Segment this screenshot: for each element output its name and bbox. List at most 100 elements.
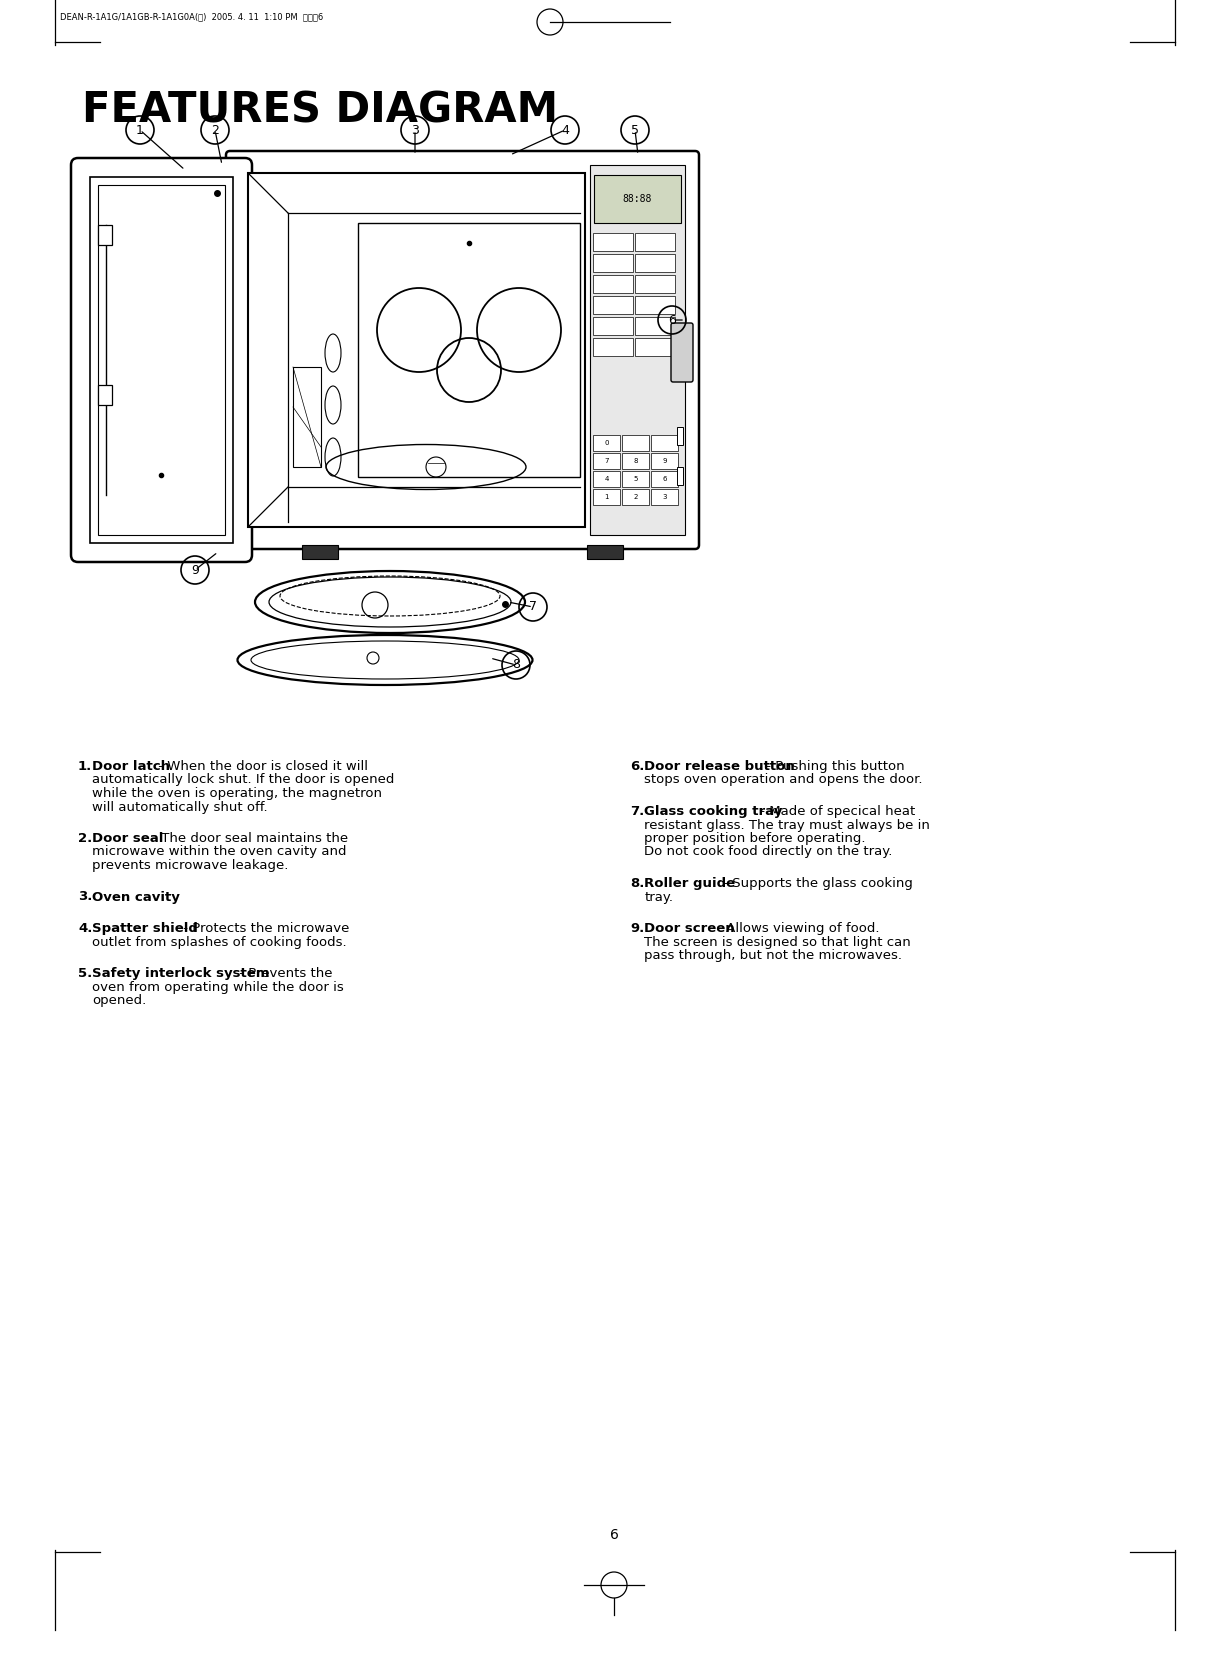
Text: 2.: 2. (77, 832, 92, 845)
Text: 2: 2 (633, 495, 638, 500)
Bar (293, 367, 321, 466)
Text: 4.: 4. (77, 921, 92, 935)
Text: 7: 7 (528, 601, 537, 614)
Text: Glass cooking tray: Glass cooking tray (644, 805, 783, 818)
Bar (594, 295, 633, 314)
Text: 3: 3 (410, 123, 419, 136)
Text: Door seal: Door seal (92, 832, 163, 845)
Text: 3: 3 (662, 495, 667, 500)
Text: - Supports the glass cooking: - Supports the glass cooking (719, 876, 913, 890)
Text: 6.: 6. (630, 760, 644, 774)
Text: 3.: 3. (77, 890, 92, 903)
Text: 5: 5 (633, 476, 638, 481)
Text: 0: 0 (605, 440, 608, 447)
Text: Door screen: Door screen (644, 921, 735, 935)
Text: - Prevents the: - Prevents the (235, 968, 333, 979)
Text: 4: 4 (605, 476, 608, 481)
Text: tray.: tray. (644, 890, 673, 903)
Text: 1: 1 (136, 123, 144, 136)
Text: 1.: 1. (77, 760, 92, 774)
Bar (677, 427, 683, 445)
Bar (635, 276, 675, 294)
Text: opened.: opened. (92, 994, 146, 1008)
Text: - Made of specical heat: - Made of specical heat (756, 805, 916, 818)
Bar (622, 435, 649, 452)
Text: 1: 1 (605, 495, 608, 500)
Bar (635, 317, 675, 335)
Text: 6: 6 (669, 314, 676, 327)
Text: 7.: 7. (630, 805, 644, 818)
Bar (622, 453, 649, 470)
Text: stops oven operation and opens the door.: stops oven operation and opens the door. (644, 774, 923, 787)
Text: - The door seal maintains the: - The door seal maintains the (149, 832, 348, 845)
Text: 4: 4 (562, 123, 569, 136)
Text: while the oven is operating, the magnetron: while the oven is operating, the magnetr… (92, 787, 382, 800)
Text: 6: 6 (610, 1527, 618, 1542)
Bar (594, 471, 619, 486)
Text: resistant glass. The tray must always be in: resistant glass. The tray must always be… (644, 818, 930, 832)
Bar (594, 435, 619, 452)
Text: prevents microwave leakage.: prevents microwave leakage. (92, 858, 289, 872)
Text: The screen is designed so that light can: The screen is designed so that light can (644, 936, 911, 948)
FancyBboxPatch shape (226, 151, 699, 549)
Bar (594, 453, 619, 470)
Bar (594, 339, 633, 355)
Bar (651, 435, 678, 452)
Bar (635, 339, 675, 355)
Text: 8: 8 (512, 659, 520, 672)
Bar (590, 164, 685, 535)
Bar (651, 453, 678, 470)
Bar (622, 490, 649, 505)
Bar (635, 295, 675, 314)
Text: 9: 9 (662, 458, 667, 465)
Text: 8: 8 (633, 458, 638, 465)
Text: 5.: 5. (77, 968, 92, 979)
Text: proper position before operating.: proper position before operating. (644, 832, 866, 845)
Text: 2: 2 (211, 123, 219, 136)
Text: outlet from splashes of cooking foods.: outlet from splashes of cooking foods. (92, 936, 347, 948)
Text: 6: 6 (662, 476, 667, 481)
Text: Safety interlock system: Safety interlock system (92, 968, 270, 979)
Text: Spatter shield: Spatter shield (92, 921, 198, 935)
FancyBboxPatch shape (671, 324, 693, 382)
Bar (677, 466, 683, 485)
Text: Roller guide: Roller guide (644, 876, 735, 890)
Text: FEATURES DIAGRAM: FEATURES DIAGRAM (82, 90, 558, 133)
FancyBboxPatch shape (71, 158, 252, 563)
Text: - Allows viewing of food.: - Allows viewing of food. (713, 921, 879, 935)
Bar (358, 222, 580, 476)
Text: pass through, but not the microwaves.: pass through, but not the microwaves. (644, 950, 902, 963)
Text: automatically lock shut. If the door is opened: automatically lock shut. If the door is … (92, 774, 395, 787)
Text: 7: 7 (605, 458, 608, 465)
Bar (594, 276, 633, 294)
Bar (248, 173, 585, 526)
Bar (594, 490, 619, 505)
Text: 5: 5 (630, 123, 639, 136)
Bar (98, 226, 112, 246)
Bar (98, 385, 112, 405)
Text: Door latch: Door latch (92, 760, 171, 774)
Bar (622, 471, 649, 486)
Bar (594, 232, 633, 251)
Bar (302, 544, 338, 559)
Text: 9.: 9. (630, 921, 644, 935)
Bar (594, 254, 633, 272)
Bar (594, 317, 633, 335)
Text: - Pushing this button: - Pushing this button (762, 760, 905, 774)
Text: DEAN-R-1A1G/1A1GB-R-1A1G0A(영)  2005. 4. 11  1:10 PM  페이지6: DEAN-R-1A1G/1A1GB-R-1A1G0A(영) 2005. 4. 1… (60, 12, 323, 22)
Text: 9: 9 (190, 563, 199, 576)
Bar (587, 544, 623, 559)
Text: Door release button: Door release button (644, 760, 795, 774)
Text: oven from operating while the door is: oven from operating while the door is (92, 981, 344, 993)
Text: Do not cook food directly on the tray.: Do not cook food directly on the tray. (644, 845, 892, 858)
Bar (635, 254, 675, 272)
Bar (90, 178, 234, 543)
Bar (594, 174, 681, 222)
Text: 8.: 8. (630, 876, 644, 890)
Bar (651, 490, 678, 505)
Bar (98, 184, 225, 535)
Bar (651, 471, 678, 486)
Bar (635, 232, 675, 251)
Text: will automatically shut off.: will automatically shut off. (92, 800, 268, 813)
Text: microwave within the oven cavity and: microwave within the oven cavity and (92, 845, 347, 858)
